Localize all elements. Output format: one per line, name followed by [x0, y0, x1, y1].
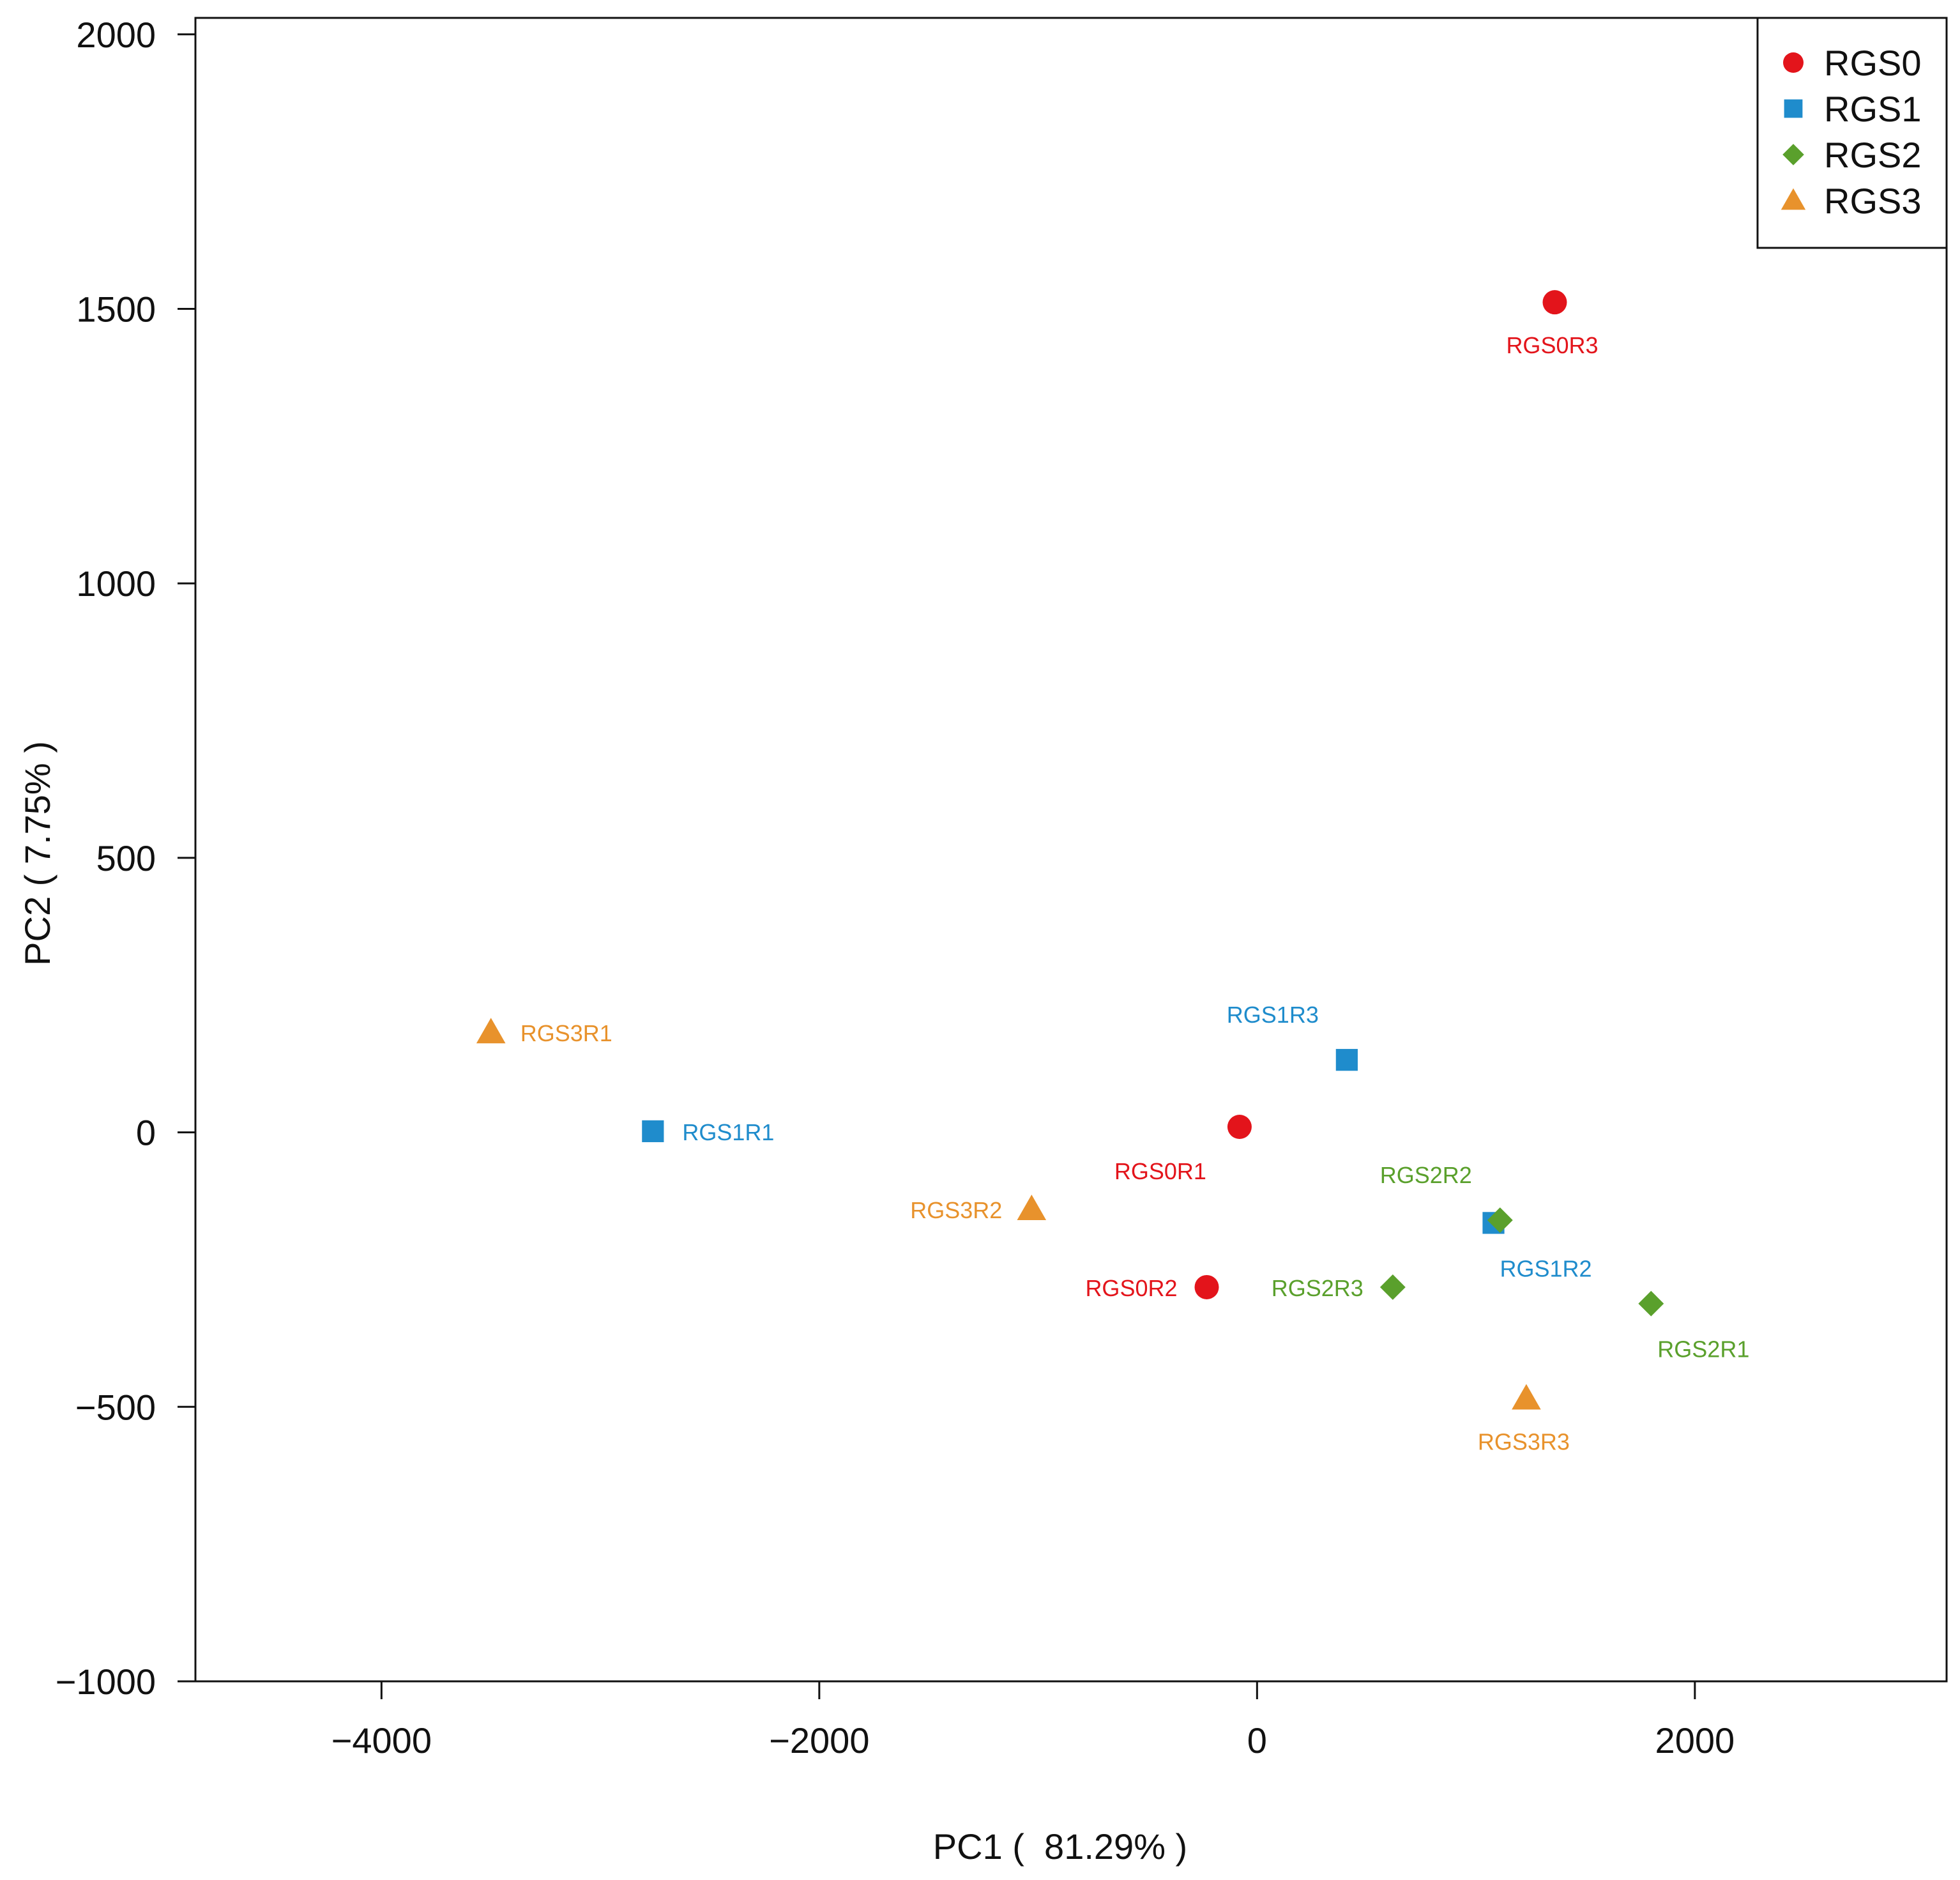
legend-label-rgs2: RGS2 — [1824, 135, 1922, 175]
y-tick-label: 1000 — [76, 563, 156, 604]
data-point-rgs3r3 — [1512, 1384, 1541, 1410]
data-point-rgs2r2 — [1487, 1207, 1513, 1234]
data-point-rgs1r3 — [1335, 1049, 1358, 1071]
x-tick-label: −4000 — [331, 1720, 432, 1761]
point-label-rgs2r3: RGS2R3 — [1272, 1275, 1364, 1301]
plot-frame — [194, 17, 1948, 1683]
point-label-rgs3r2: RGS3R2 — [910, 1197, 1002, 1223]
data-point-rgs2r3 — [1379, 1274, 1406, 1300]
x-axis-title: PC1 ( 81.29% ) — [933, 1826, 1187, 1867]
y-tick-label: 1500 — [76, 289, 156, 329]
y-tick-label: −1000 — [56, 1662, 156, 1702]
legend-marker-rgs1 — [1784, 99, 1803, 118]
data-point-rgs0r1 — [1227, 1115, 1252, 1139]
y-axis: −1000 −500 0 500 1000 1500 2000 — [56, 15, 195, 1702]
point-label-rgs2r1: RGS2R1 — [1657, 1336, 1749, 1363]
y-axis-title: PC2 ( 7.75% ) — [17, 741, 57, 966]
point-label-rgs0r2: RGS0R2 — [1085, 1275, 1177, 1301]
legend-marker-rgs2 — [1782, 144, 1804, 165]
legend: RGS0 RGS1 RGS2 RGS3 — [1756, 17, 1948, 249]
data-point-rgs3r1 — [476, 1018, 506, 1044]
point-label-rgs0r3: RGS0R3 — [1506, 332, 1598, 358]
x-tick-label: 2000 — [1655, 1720, 1735, 1761]
y-tick-label: 2000 — [76, 15, 156, 55]
point-label-rgs3r1: RGS3R1 — [520, 1020, 612, 1046]
data-point-rgs1r1 — [642, 1120, 664, 1142]
legend-label-rgs3: RGS3 — [1824, 181, 1922, 221]
point-label-rgs1r3: RGS1R3 — [1227, 1002, 1319, 1028]
legend-label-rgs0: RGS0 — [1824, 43, 1922, 83]
y-tick-label: 500 — [96, 838, 156, 878]
point-label-rgs0r1: RGS0R1 — [1114, 1158, 1206, 1184]
data-point-rgs0r3 — [1542, 290, 1567, 315]
points-layer: RGS0R1 RGS0R2 RGS0R3 RGS1R1 RGS1R2 RGS1R3 RGS2… — [476, 290, 1749, 1455]
data-point-rgs3r2 — [1017, 1195, 1047, 1221]
legend-label-rgs1: RGS1 — [1824, 89, 1922, 129]
data-point-rgs0r2 — [1194, 1274, 1219, 1299]
point-label-rgs1r2: RGS1R2 — [1500, 1255, 1592, 1281]
data-point-rgs2r1 — [1638, 1290, 1664, 1317]
point-label-rgs3r3: RGS3R3 — [1478, 1428, 1570, 1455]
x-tick-label: −2000 — [769, 1720, 869, 1761]
legend-marker-rgs3 — [1781, 188, 1806, 210]
legend-marker-rgs0 — [1783, 52, 1804, 73]
point-label-rgs2r2: RGS2R2 — [1380, 1162, 1472, 1188]
point-label-rgs1r1: RGS1R1 — [682, 1119, 774, 1145]
y-tick-label: 0 — [136, 1113, 156, 1153]
x-tick-label: 0 — [1247, 1720, 1267, 1761]
x-axis: −4000 −2000 0 2000 — [331, 1681, 1735, 1761]
y-tick-label: −500 — [75, 1387, 156, 1427]
